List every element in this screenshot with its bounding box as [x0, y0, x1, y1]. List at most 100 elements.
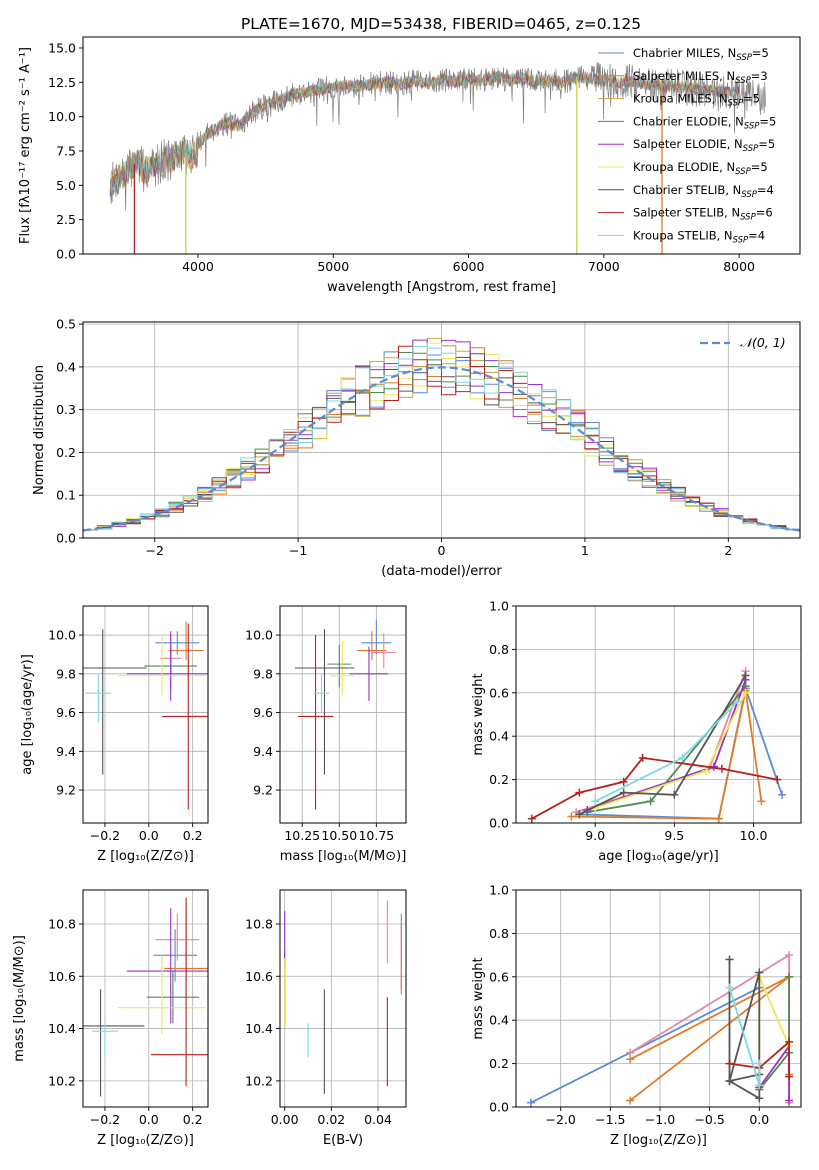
grid — [83, 890, 208, 1107]
plot-area — [83, 621, 208, 810]
y-tick-label: 10.2 — [245, 1073, 273, 1088]
y-tick-label: 9.4 — [253, 744, 273, 759]
plus-marker — [626, 1096, 635, 1105]
y-tick-label: 10.2 — [48, 1073, 76, 1088]
y-tick-label: 9.2 — [253, 783, 273, 798]
y-tick-label: 0.4 — [489, 1013, 509, 1028]
y-tick-label: 9.2 — [56, 783, 76, 798]
axes-frame — [82, 889, 209, 1108]
plus-marker — [717, 764, 726, 773]
plus-marker — [678, 753, 687, 762]
plus-marker — [591, 797, 600, 806]
y-tick-label: 12.5 — [48, 75, 76, 90]
y-tick-label: 7.5 — [56, 143, 76, 158]
plus-marker — [714, 814, 723, 823]
weight-line — [571, 690, 763, 820]
error-bar-point — [327, 644, 352, 688]
plot-area — [83, 337, 800, 532]
plus-marker — [670, 790, 679, 799]
plus-marker — [575, 810, 584, 819]
error-bar-point — [146, 971, 200, 1024]
plus-marker — [785, 1037, 794, 1046]
plus-marker — [785, 951, 794, 960]
model-spectrum-line — [109, 71, 740, 197]
error-bar-point — [150, 897, 208, 1087]
axes-frame — [82, 36, 801, 255]
axes: −2.0 −1.5 −1.0 −0.5 0.0 0.0 0.2 0.4 0.6 0.8 1.0 Z [… — [471, 883, 802, 1148]
y-axis-label: age [log₁₀(age/yr)] — [20, 654, 35, 775]
plus-marker — [646, 797, 655, 806]
x-tick-label: −1 — [289, 543, 307, 558]
error-bar-point — [153, 929, 198, 982]
x-tick-label: 1 — [581, 543, 589, 558]
y-tick-label: 1.0 — [489, 599, 509, 614]
weight-vs-age-panel: 9.0 9.5 10.0 0.0 0.2 0.4 0.6 0.8 1.0 age [log₁₀(a… — [471, 599, 802, 864]
y-tick-label: 10.0 — [48, 109, 76, 124]
plus-marker — [527, 814, 536, 823]
x-tick-label: 5000 — [317, 259, 349, 274]
plus-marker — [526, 1098, 535, 1107]
y-tick-label: 9.8 — [253, 666, 273, 681]
axes-frame — [82, 605, 209, 824]
spectrum-panel: 4000 5000 6000 7000 8000 0.0 2.5 5.0 7.5 10.0 12.5… — [18, 36, 801, 295]
x-tick-label: 0.0 — [749, 1112, 769, 1127]
weight-line — [729, 1039, 790, 1077]
x-tick-label: 0.2 — [183, 828, 203, 843]
x-axis-label: Z [log₁₀(Z/Z⊙)] — [97, 1133, 194, 1148]
y-tick-label: 9.4 — [56, 744, 76, 759]
age-vs-mass-panel: 10.25 10.50 10.75 9.2 9.4 9.6 9.8 10.0 mass [log… — [245, 605, 407, 864]
y-axis-label: Normed distribution — [32, 365, 47, 495]
legend: Chabrier MILES, NSSP=5 Salpeter MILES, NS… — [598, 46, 776, 245]
axes: 10.25 10.50 10.75 9.2 9.4 9.6 9.8 10.0 mass [log… — [245, 605, 407, 864]
y-tick-label: 15.0 — [48, 40, 76, 55]
y-tick-label: 0.5 — [56, 317, 76, 332]
error-bar-point — [161, 623, 208, 810]
error-bar-point — [361, 619, 392, 655]
axes: 4000 5000 6000 7000 8000 0.0 2.5 5.0 7.5 10.0 12.5… — [18, 36, 801, 295]
residual-histogram-step — [83, 345, 800, 531]
y-tick-label: 0.3 — [56, 402, 76, 417]
x-tick-label: 10.50 — [321, 828, 357, 843]
x-tick-label: −0.2 — [90, 828, 120, 843]
x-tick-label: 4000 — [182, 259, 214, 274]
x-tick-label: −0.5 — [694, 1112, 724, 1127]
legend-entry: Kroupa ELODIE, NSSP=5 — [633, 160, 768, 177]
weight-line — [531, 756, 778, 820]
plus-marker — [733, 697, 742, 706]
plus-marker — [702, 766, 710, 775]
x-tick-label: −2.0 — [546, 1112, 576, 1127]
x-tick-label: 0.04 — [364, 1112, 392, 1127]
y-tick-label: 0.6 — [489, 969, 509, 984]
axes: −2 −1 0 1 2 0.0 0.1 0.2 0.3 0.4 0.5 (data-model)/er… — [32, 317, 801, 579]
x-tick-label: 8000 — [723, 259, 755, 274]
x-tick-label: 9.5 — [664, 828, 684, 843]
plus-marker — [773, 775, 782, 784]
model-spectrum-line — [109, 70, 740, 191]
y-axis-label: mass weight — [471, 957, 486, 1039]
y-tick-label: 10.0 — [245, 628, 273, 643]
x-tick-label: 0 — [438, 543, 446, 558]
y-tick-label: 9.6 — [253, 705, 273, 720]
y-tick-label: 0.4 — [56, 359, 76, 374]
error-bar-point — [118, 955, 206, 1034]
residual-histogram-step — [83, 339, 800, 531]
legend-entry: Salpeter MILES, NSSP=3 — [633, 69, 768, 86]
plus-marker — [638, 753, 647, 762]
legend-entry: Chabrier ELODIE, NSSP=5 — [633, 114, 776, 131]
y-tick-label: 2.5 — [56, 212, 76, 227]
plus-marker — [725, 1076, 734, 1085]
legend-entry: Kroupa MILES, NSSP=5 — [633, 92, 760, 109]
y-tick-label: 10.8 — [245, 916, 273, 931]
y-tick-label: 9.6 — [56, 705, 76, 720]
plot-area — [526, 951, 794, 1107]
error-bar-point — [85, 673, 112, 723]
plus-marker — [741, 671, 750, 680]
y-axis-label: mass [log₁₀(M/M⊙)] — [12, 935, 27, 1062]
y-tick-label: 1.0 — [489, 883, 509, 898]
axes: −0.2 0.0 0.2 9.2 9.4 9.6 9.8 10.0 Z [log₁₀(Z/Z⊙)… — [20, 605, 209, 864]
error-bar-point — [126, 631, 208, 701]
y-tick-label: 0.0 — [489, 816, 509, 831]
axes-frame — [515, 605, 802, 824]
error-bar-point — [83, 989, 145, 1097]
y-tick-label: 0.0 — [56, 531, 76, 546]
